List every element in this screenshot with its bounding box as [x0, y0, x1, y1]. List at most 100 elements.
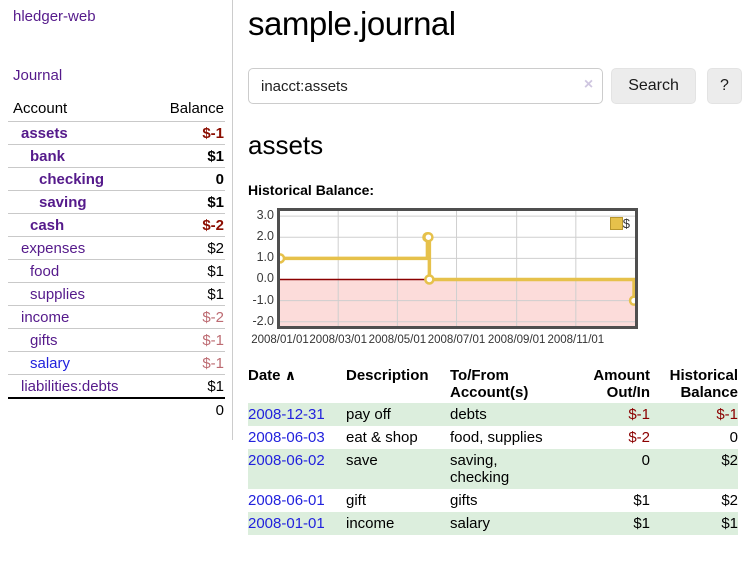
account-balance: $1: [207, 147, 224, 165]
account-balance: $-1: [202, 124, 224, 142]
register-header-date[interactable]: Date ∧: [248, 367, 297, 384]
search-input[interactable]: [248, 68, 604, 104]
register-header-row: Date ∧ Description To/From Account(s) Am…: [248, 365, 738, 403]
account-balance: 0: [215, 170, 224, 188]
account-link[interactable]: assets: [21, 124, 68, 142]
search-box: ×: [248, 68, 604, 104]
register-header-description: Description: [346, 367, 429, 384]
accounts-header-account: Account: [13, 100, 68, 117]
account-link[interactable]: saving: [39, 193, 87, 211]
transaction-amount: $1: [633, 492, 650, 509]
accounts-total-row: 0: [8, 398, 225, 421]
x-axis-tick-label: 2008/01/01: [251, 334, 309, 346]
account-link[interactable]: expenses: [21, 239, 86, 257]
transaction-balance: $2: [721, 452, 738, 469]
account-link[interactable]: food: [30, 262, 60, 280]
transaction-row: 2008-06-03 eat & shop food, supplies $-2 0: [248, 426, 738, 449]
account-row: cash $-2: [8, 213, 225, 237]
search-button[interactable]: Search: [611, 68, 696, 104]
sort-ascending-icon: ∧: [284, 367, 297, 383]
chart-legend: $: [609, 216, 630, 231]
transaction-date-link[interactable]: 2008-06-02: [248, 452, 325, 469]
register-header-accounts: To/From Account(s): [450, 367, 529, 401]
transaction-accounts: saving, checking: [450, 452, 510, 486]
x-axis-tick-label: 2008/03/01: [309, 334, 367, 346]
transaction-accounts: salary: [450, 515, 491, 532]
account-row: saving $1: [8, 190, 225, 214]
app-title-link[interactable]: hledger-web: [13, 8, 96, 25]
transaction-balance: 0: [729, 429, 738, 446]
accounts-header-row: Account Balance: [8, 96, 225, 122]
chart-title: Historical Balance:: [248, 182, 375, 198]
transaction-balance: $1: [721, 515, 738, 532]
account-balance: $-1: [202, 354, 224, 372]
transaction-date-link[interactable]: 2008-06-01: [248, 492, 325, 509]
nav-journal-link[interactable]: Journal: [13, 67, 63, 84]
accounts-header-balance: Balance: [169, 100, 224, 117]
transaction-balance: $2: [721, 492, 738, 509]
y-axis-tick-label: 3.0: [256, 208, 274, 223]
transaction-date-link[interactable]: 2008-06-03: [248, 429, 325, 446]
account-link[interactable]: checking: [39, 170, 105, 188]
transaction-row: 2008-06-01 gift gifts $1 $2: [248, 489, 738, 512]
transaction-amount: $-1: [628, 406, 650, 423]
account-title: assets: [248, 130, 324, 160]
register-header-balance: Historical Balance: [669, 367, 738, 401]
transaction-description: gift: [346, 492, 367, 509]
transaction-date-link[interactable]: 2008-12-31: [248, 406, 325, 423]
y-axis-tick-label: 2.0: [256, 229, 274, 244]
help-button[interactable]: ?: [706, 68, 742, 104]
transaction-row: 2008-01-01 income salary $1 $1: [248, 512, 738, 535]
transaction-accounts: gifts: [450, 492, 478, 509]
account-balance: $1: [207, 377, 224, 395]
account-row: bank $1: [8, 144, 225, 168]
transaction-row: 2008-06-02 save saving, checking 0 $2: [248, 449, 738, 489]
legend-label: $: [622, 216, 630, 231]
accounts-total-value: 0: [215, 401, 224, 419]
account-link[interactable]: gifts: [30, 331, 58, 349]
account-row: food $1: [8, 259, 225, 283]
main-content: sample.journal × Search ? assets Histori…: [248, 0, 742, 535]
register-table: Date ∧ Description To/From Account(s) Am…: [248, 365, 738, 535]
account-balance: $1: [207, 262, 224, 280]
x-axis-tick-label: 2008/07/01: [427, 334, 486, 346]
account-link[interactable]: cash: [30, 216, 65, 234]
chart-canvas: [280, 211, 635, 326]
account-row: expenses $2: [8, 236, 225, 260]
transaction-description: save: [346, 452, 378, 469]
sidebar: hledger-web Journal Account Balance asse…: [0, 0, 233, 440]
account-link[interactable]: liabilities:debts: [21, 377, 119, 395]
transaction-balance: $-1: [716, 406, 738, 423]
account-link[interactable]: bank: [30, 147, 66, 165]
x-axis-tick-label: 2008/11/01: [547, 334, 605, 346]
y-axis-tick-label: -1.0: [252, 292, 274, 307]
y-axis-tick-label: 0.0: [256, 271, 274, 286]
transaction-row: 2008-12-31 pay off debts $-1 $-1: [248, 403, 738, 426]
y-axis-tick-label: -2.0: [252, 313, 274, 328]
account-row: liabilities:debts $1: [8, 374, 225, 399]
x-axis-tick-label: 2008/05/01: [368, 334, 427, 346]
account-balance: $-2: [202, 216, 224, 234]
transaction-amount: $-2: [628, 429, 650, 446]
transaction-accounts: debts: [450, 406, 487, 423]
transaction-date-link[interactable]: 2008-01-01: [248, 515, 325, 532]
transaction-description: eat & shop: [346, 429, 418, 446]
account-row: salary $-1: [8, 351, 225, 375]
balance-chart: $ 3.0 2.0 1.0 0.0 -1.0 -2.0 2008/01/01 2008/03/…: [248, 204, 742, 346]
account-link[interactable]: supplies: [30, 285, 86, 303]
transaction-accounts: food, supplies: [450, 429, 543, 446]
transaction-description: income: [346, 515, 395, 532]
search-form: × Search ?: [248, 68, 742, 104]
x-axis-tick-label: 2008/09/01: [487, 334, 546, 346]
account-balance: $-2: [202, 308, 224, 326]
clear-search-icon[interactable]: ×: [583, 76, 594, 93]
account-balance: $-1: [202, 331, 224, 349]
account-link[interactable]: income: [21, 308, 70, 326]
account-link[interactable]: salary: [30, 354, 71, 372]
account-row: income $-2: [8, 305, 225, 329]
account-row: gifts $-1: [8, 328, 225, 352]
transaction-amount: $1: [633, 515, 650, 532]
page-title: sample.journal: [248, 5, 456, 42]
legend-swatch-icon: [609, 217, 623, 230]
